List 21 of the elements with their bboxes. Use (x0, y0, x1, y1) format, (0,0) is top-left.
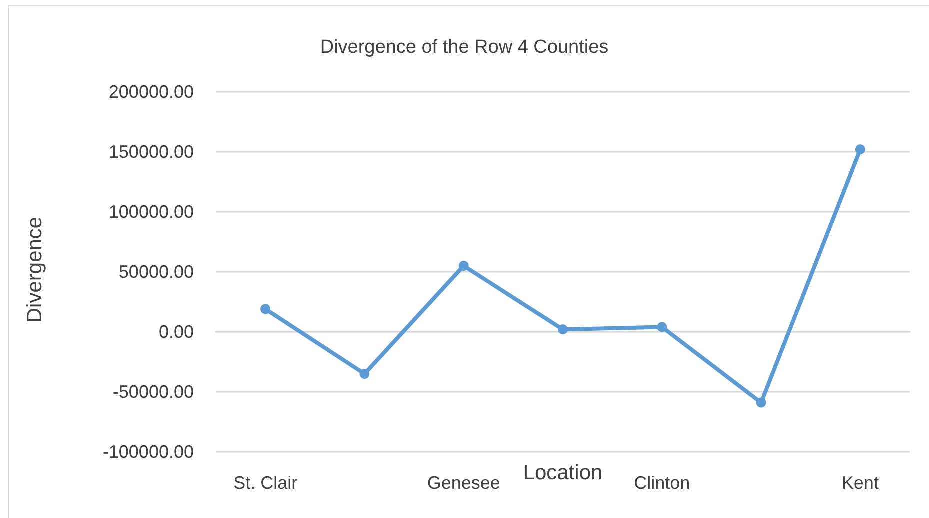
x-tick-label: Clinton (634, 473, 690, 493)
point (657, 322, 668, 332)
y-tick-label: 200000.00 (108, 82, 194, 102)
x-tick-label: St. Clair (234, 473, 298, 493)
y-tick-label: -100000.00 (102, 442, 194, 462)
point (458, 261, 469, 271)
y-tick-label: 0.00 (158, 322, 194, 342)
chart-title: Divergence of the Row 4 Counties (320, 37, 609, 58)
point (260, 304, 271, 314)
y-tick-label: 100000.00 (108, 202, 194, 222)
point (855, 144, 866, 155)
x-tick-label: Kent (842, 473, 879, 493)
point (360, 369, 370, 379)
point (558, 324, 568, 335)
y-axis-title: Divergence (24, 216, 46, 324)
y-tick-label: 50000.00 (118, 262, 194, 282)
x-axis-title: Location (523, 462, 603, 484)
point (756, 398, 766, 408)
y-tick-label: -50000.00 (112, 382, 194, 402)
x-tick-label: Genesee (427, 473, 500, 493)
y-tick-label: 150000.00 (108, 142, 194, 162)
